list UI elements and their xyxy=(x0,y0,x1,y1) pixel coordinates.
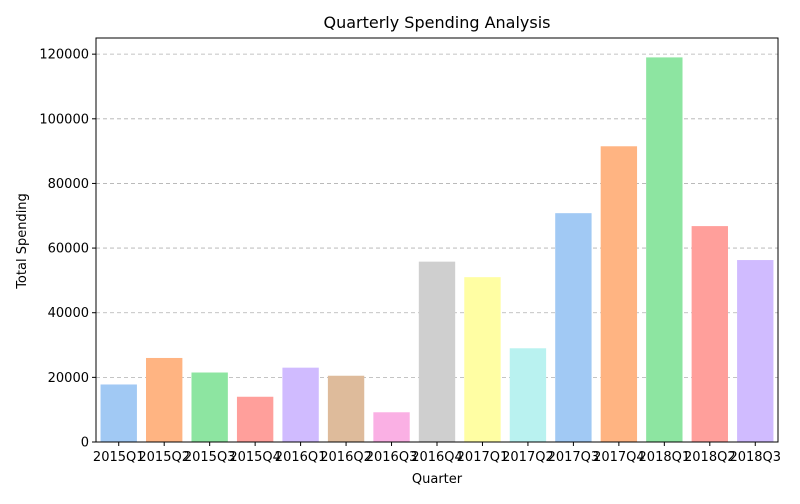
y-tick-label: 20000 xyxy=(48,371,89,386)
chart-title: Quarterly Spending Analysis xyxy=(323,13,550,32)
x-tick-label: 2016Q2 xyxy=(320,450,372,465)
y-tick-label: 100000 xyxy=(39,112,89,127)
x-tick-label: 2015Q2 xyxy=(138,450,190,465)
bar-2018Q2 xyxy=(691,226,728,442)
bar-2016Q2 xyxy=(327,375,365,442)
x-axis-label: Quarter xyxy=(412,472,463,487)
x-tick-label: 2015Q1 xyxy=(93,450,145,465)
y-tick-label: 60000 xyxy=(48,242,89,257)
bar-2016Q3 xyxy=(373,412,410,442)
bar-2017Q4 xyxy=(600,146,638,442)
bar-2018Q1 xyxy=(646,57,683,442)
x-tick-label: 2018Q3 xyxy=(729,450,781,465)
x-tick-label: 2016Q3 xyxy=(366,450,418,465)
x-tick-label: 2017Q3 xyxy=(548,450,600,465)
y-ticks: 0 20000 40000 60000 80000 100000 120000 xyxy=(39,48,96,451)
bar-2017Q3 xyxy=(555,213,592,442)
x-tick-label: 2017Q2 xyxy=(502,450,554,465)
y-tick-label: 120000 xyxy=(39,48,89,63)
x-tick-label: 2016Q4 xyxy=(411,450,463,465)
bar-2017Q1 xyxy=(464,277,501,442)
y-tick-label: 0 xyxy=(81,436,89,451)
y-tick-label: 40000 xyxy=(48,306,89,321)
bar-2016Q1 xyxy=(282,367,319,442)
x-ticks: 2015Q12015Q22015Q32015Q42016Q12016Q22016… xyxy=(93,442,781,465)
x-tick-label: 2015Q4 xyxy=(229,450,281,465)
x-tick-label: 2015Q3 xyxy=(184,450,236,465)
x-tick-label: 2017Q1 xyxy=(457,450,509,465)
bar-2015Q4 xyxy=(236,396,274,442)
bar-2015Q3 xyxy=(191,372,228,442)
bar-2018Q3 xyxy=(737,260,774,442)
bar-2016Q4 xyxy=(418,261,456,442)
bar-2015Q2 xyxy=(146,357,183,442)
y-axis-label: Total Spending xyxy=(15,193,30,290)
x-tick-label: 2018Q2 xyxy=(684,450,736,465)
bars xyxy=(100,57,774,442)
bar-2015Q1 xyxy=(100,384,137,442)
x-tick-label: 2018Q1 xyxy=(639,450,691,465)
x-tick-label: 2017Q4 xyxy=(593,450,645,465)
x-tick-label: 2016Q1 xyxy=(275,450,327,465)
y-tick-label: 80000 xyxy=(48,177,89,192)
bar-2017Q2 xyxy=(509,348,547,442)
